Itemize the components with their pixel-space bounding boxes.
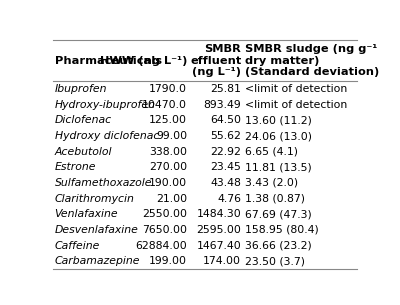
Text: 893.49: 893.49 <box>204 100 241 110</box>
Text: 23.45: 23.45 <box>210 162 241 172</box>
Text: Acebutolol: Acebutolol <box>55 147 112 157</box>
Text: Ibuprofen: Ibuprofen <box>55 84 107 94</box>
Text: 55.62: 55.62 <box>210 131 241 141</box>
Text: 11.81 (13.5): 11.81 (13.5) <box>245 162 312 172</box>
Text: SMBR sludge (ng g⁻¹
dry matter)
(Standard deviation): SMBR sludge (ng g⁻¹ dry matter) (Standar… <box>245 44 380 77</box>
Text: 1790.0: 1790.0 <box>149 84 187 94</box>
Text: SMBR
effluent
(ng L⁻¹): SMBR effluent (ng L⁻¹) <box>190 44 241 77</box>
Text: 99.00: 99.00 <box>156 131 187 141</box>
Text: 24.06 (13.0): 24.06 (13.0) <box>245 131 312 141</box>
Text: 43.48: 43.48 <box>210 178 241 188</box>
Text: 22.92: 22.92 <box>210 147 241 157</box>
Text: Clarithromycin: Clarithromycin <box>55 194 134 204</box>
Text: 3.43 (2.0): 3.43 (2.0) <box>245 178 298 188</box>
Text: 10470.0: 10470.0 <box>142 100 187 110</box>
Text: Carbamazepine: Carbamazepine <box>55 256 140 266</box>
Text: 158.95 (80.4): 158.95 (80.4) <box>245 225 319 235</box>
Text: 21.00: 21.00 <box>156 194 187 204</box>
Text: Hydroxy-ibuprofen: Hydroxy-ibuprofen <box>55 100 156 110</box>
Text: 2550.00: 2550.00 <box>142 209 187 219</box>
Text: 1.38 (0.87): 1.38 (0.87) <box>245 194 305 204</box>
Text: Sulfamethoxazole: Sulfamethoxazole <box>55 178 152 188</box>
Text: 4.76: 4.76 <box>217 194 241 204</box>
Text: 25.81: 25.81 <box>210 84 241 94</box>
Text: 6.65 (4.1): 6.65 (4.1) <box>245 147 298 157</box>
Text: 174.00: 174.00 <box>203 256 241 266</box>
Text: <limit of detection: <limit of detection <box>245 84 348 94</box>
Text: 338.00: 338.00 <box>149 147 187 157</box>
Text: 199.00: 199.00 <box>149 256 187 266</box>
Text: 23.50 (3.7): 23.50 (3.7) <box>245 256 305 266</box>
Text: 36.66 (23.2): 36.66 (23.2) <box>245 241 312 251</box>
Text: 1484.30: 1484.30 <box>196 209 241 219</box>
Text: 270.00: 270.00 <box>149 162 187 172</box>
Text: 62884.00: 62884.00 <box>135 241 187 251</box>
Text: <limit of detection: <limit of detection <box>245 100 348 110</box>
Text: Caffeine: Caffeine <box>55 241 100 251</box>
Text: Desvenlafaxine: Desvenlafaxine <box>55 225 138 235</box>
Text: Venlafaxine: Venlafaxine <box>55 209 118 219</box>
Text: Diclofenac: Diclofenac <box>55 115 112 125</box>
Text: Pharmaceuticals: Pharmaceuticals <box>55 56 162 66</box>
Text: 2595.00: 2595.00 <box>196 225 241 235</box>
Text: 13.60 (11.2): 13.60 (11.2) <box>245 115 312 125</box>
Text: Hydroxy diclofenac: Hydroxy diclofenac <box>55 131 159 141</box>
Text: 125.00: 125.00 <box>149 115 187 125</box>
Text: Estrone: Estrone <box>55 162 96 172</box>
Text: 190.00: 190.00 <box>149 178 187 188</box>
Text: HWW (ng L⁻¹): HWW (ng L⁻¹) <box>100 56 187 66</box>
Text: 67.69 (47.3): 67.69 (47.3) <box>245 209 312 219</box>
Text: 7650.00: 7650.00 <box>142 225 187 235</box>
Text: 1467.40: 1467.40 <box>196 241 241 251</box>
Text: 64.50: 64.50 <box>210 115 241 125</box>
